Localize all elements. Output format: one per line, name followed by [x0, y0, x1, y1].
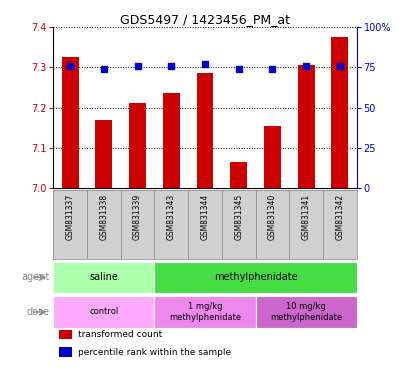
Text: GSM831339: GSM831339 [133, 194, 142, 240]
Point [100, 66, 107, 72]
Bar [59, 329, 71, 339]
Point [235, 66, 241, 72]
Text: saline: saline [89, 272, 118, 283]
Text: percentile rank within the sample: percentile rank within the sample [77, 348, 230, 357]
Text: GSM831341: GSM831341 [301, 194, 310, 240]
Text: transformed count: transformed count [77, 330, 162, 339]
Text: GSM831345: GSM831345 [234, 194, 243, 240]
Title: GDS5497 / 1423456_PM_at: GDS5497 / 1423456_PM_at [120, 13, 289, 26]
Point [67, 63, 73, 69]
Text: GSM831344: GSM831344 [200, 194, 209, 240]
Bar [196, 73, 213, 188]
Text: methylphenidate: methylphenidate [213, 272, 297, 283]
Text: GSM831340: GSM831340 [267, 194, 276, 240]
Bar [154, 262, 356, 293]
Point [302, 63, 309, 69]
Bar [154, 296, 255, 328]
Bar [62, 57, 79, 188]
Bar [162, 93, 179, 188]
Bar [263, 126, 280, 188]
Bar [59, 347, 71, 357]
Bar [230, 162, 247, 188]
Text: 1 mg/kg
methylphenidate: 1 mg/kg methylphenidate [169, 302, 240, 322]
Text: GSM831337: GSM831337 [65, 194, 74, 240]
Bar [297, 65, 314, 188]
Bar [53, 296, 154, 328]
Bar [330, 37, 347, 188]
Bar [53, 262, 154, 293]
Text: GSM831343: GSM831343 [166, 194, 175, 240]
Point [134, 63, 141, 69]
Text: control: control [89, 308, 118, 316]
Text: GSM831338: GSM831338 [99, 194, 108, 240]
Bar [255, 296, 356, 328]
Point [268, 66, 275, 72]
Point [168, 63, 174, 69]
Bar [129, 104, 146, 188]
Point [336, 63, 342, 69]
Text: agent: agent [21, 272, 49, 283]
Text: 10 mg/kg
methylphenidate: 10 mg/kg methylphenidate [270, 302, 342, 322]
Text: dose: dose [26, 307, 49, 317]
Bar [95, 120, 112, 188]
Text: GSM831342: GSM831342 [335, 194, 344, 240]
Point [201, 61, 208, 67]
